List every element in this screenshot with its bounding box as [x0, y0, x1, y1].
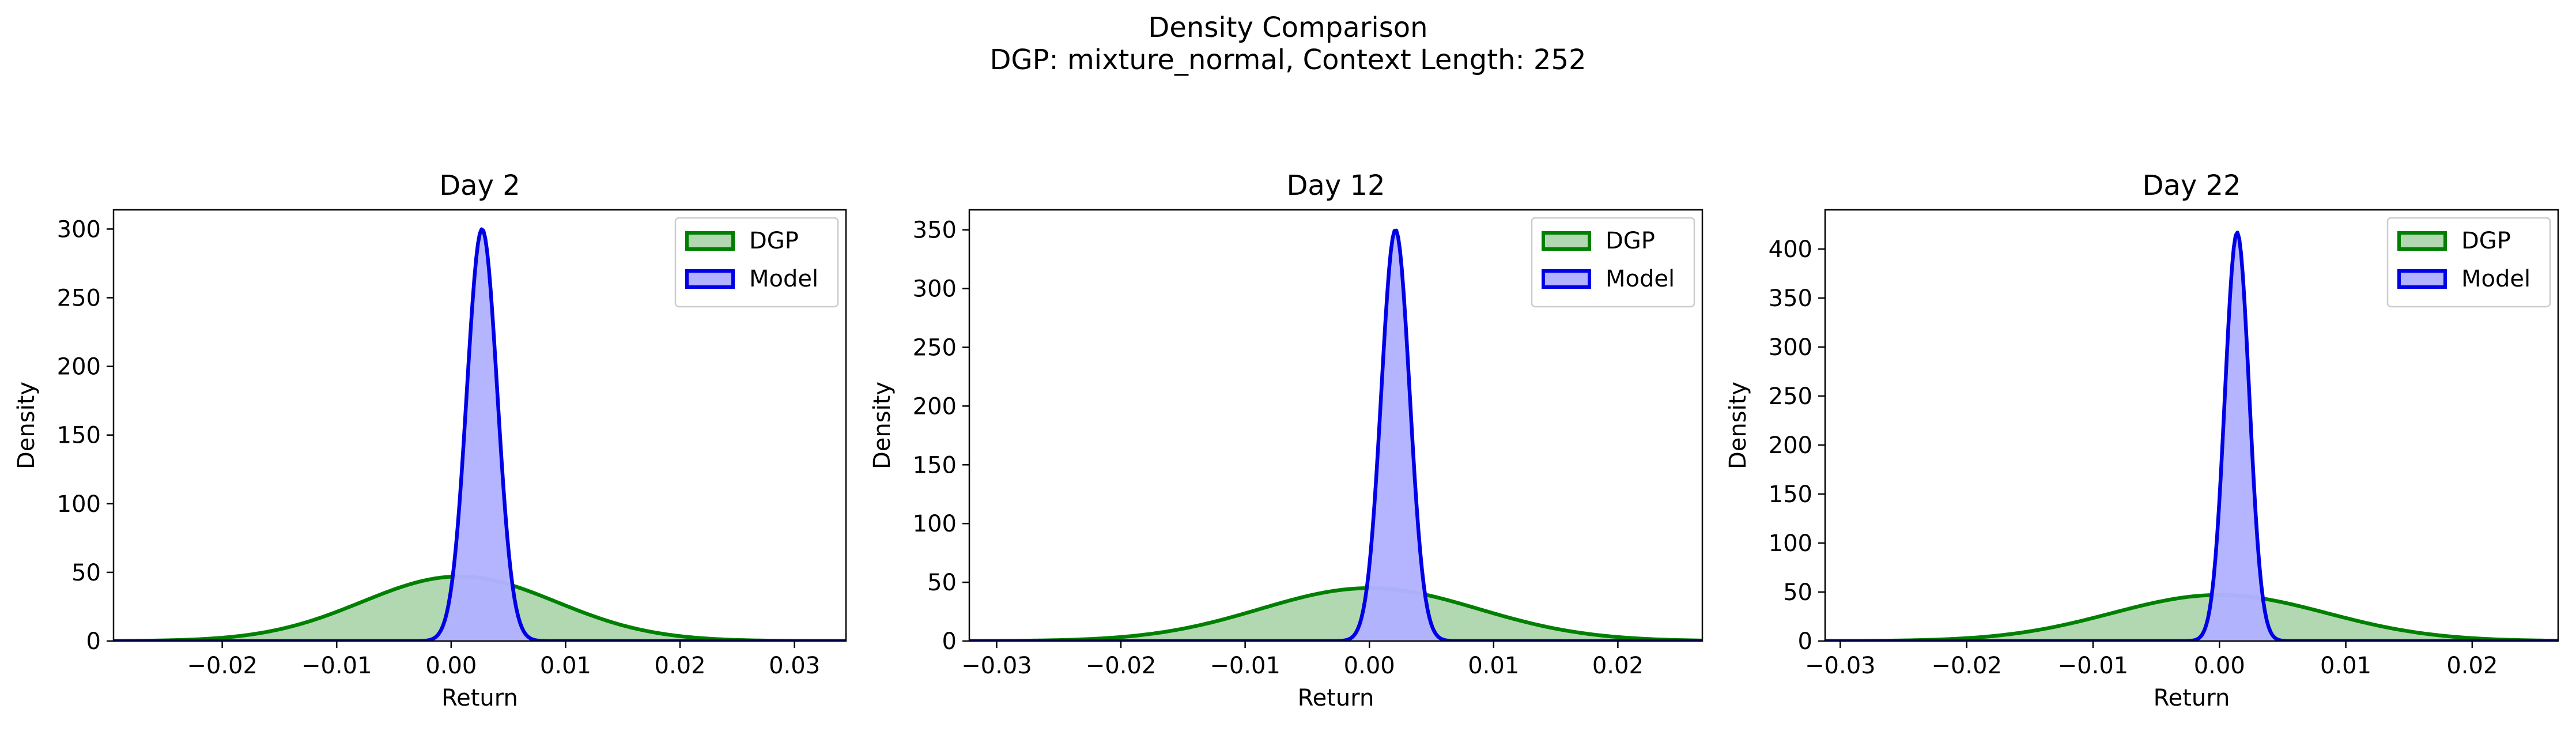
- y-tick-label: 150: [1769, 481, 1812, 508]
- y-tick-label: 300: [913, 276, 957, 303]
- subplot-2: −0.03 −0.02 −0.01 0.00 0.01 0.02 0 50 100 150 200 2…: [869, 169, 1704, 711]
- y-tick-label: 0: [86, 628, 101, 655]
- y-tick-label: 0: [942, 628, 957, 655]
- y-tick-label: 300: [1769, 334, 1812, 361]
- subplot-title: Day 2: [439, 169, 520, 202]
- axes-frame: [112, 209, 847, 642]
- x-axis-label: Return: [2154, 685, 2230, 711]
- series-dgp-area: [1825, 595, 2558, 641]
- legend-label-dgp: DGP: [1606, 228, 1655, 254]
- x-tick-label: 0.00: [425, 653, 477, 679]
- x-axis-label: Return: [441, 685, 518, 711]
- x-tick-label: −0.02: [187, 653, 258, 679]
- y-axis-label: Density: [1725, 382, 1751, 469]
- y-tick-label: 50: [71, 560, 101, 586]
- legend-swatch-model: [685, 269, 735, 289]
- x-axis-label: Return: [1298, 685, 1374, 711]
- y-axis-label: Density: [13, 382, 40, 469]
- legend-swatch-model: [2397, 269, 2447, 289]
- y-axis-label: Density: [869, 382, 896, 469]
- x-tick-label: 0.02: [655, 653, 706, 679]
- x-tick-label: −0.01: [301, 653, 372, 679]
- x-tick-label: 0.03: [769, 653, 820, 679]
- x-tick-label: 0.02: [1592, 653, 1644, 679]
- series-model-line: [114, 227, 846, 641]
- x-tick-label: −0.01: [1210, 653, 1281, 679]
- legend-swatch-dgp: [1542, 231, 1591, 251]
- subplot-title: Day 22: [2142, 169, 2241, 202]
- x-tick-label: −0.02: [1931, 653, 2002, 679]
- plot-area: [114, 227, 846, 641]
- y-tick-label: 300: [57, 216, 101, 243]
- legend-label-dgp: DGP: [2461, 228, 2511, 254]
- subplot-title: Day 12: [1286, 169, 1385, 202]
- figure-subtitle: DGP: mixture_normal, Context Length: 252: [989, 44, 1586, 76]
- y-tick-label: 250: [1769, 383, 1812, 410]
- subplot-1: −0.02 −0.01 0.00 0.01 0.02 0.03 0 50 100 150 200 25…: [13, 169, 847, 711]
- x-tick-label: 0.00: [2194, 653, 2245, 679]
- axes-frame: [968, 209, 1704, 642]
- legend: DGP Model: [674, 217, 839, 308]
- legend-label-model: Model: [1606, 266, 1675, 292]
- y-tick-label: 350: [1769, 285, 1812, 312]
- x-tick-label: 0.01: [1468, 653, 1519, 679]
- legend-swatch-model: [1542, 269, 1591, 289]
- y-tick-label: 200: [1769, 432, 1812, 459]
- y-tick-label: 150: [913, 452, 957, 478]
- y-tick-label: 200: [57, 354, 101, 380]
- y-tick-label: 150: [57, 423, 101, 449]
- legend-label-model: Model: [749, 266, 818, 292]
- series-dgp-area: [969, 588, 1702, 641]
- legend-swatch-dgp: [2397, 231, 2447, 251]
- y-tick-label: 50: [927, 570, 957, 596]
- y-tick-label: 100: [1769, 530, 1812, 557]
- legend: DGP Model: [2386, 217, 2551, 308]
- y-tick-label: 250: [57, 285, 101, 311]
- figure-title: Density Comparison: [1148, 12, 1427, 44]
- y-tick-label: 200: [913, 393, 957, 420]
- x-tick-label: 0.01: [540, 653, 591, 679]
- y-tick-label: 250: [913, 334, 957, 361]
- legend-label-dgp: DGP: [749, 228, 799, 254]
- series-dgp-line: [969, 586, 1702, 641]
- y-tick-label: 100: [57, 491, 101, 518]
- x-tick-label: −0.01: [2058, 653, 2129, 679]
- axes-frame: [1824, 209, 2559, 642]
- subplots: −0.02 −0.01 0.00 0.01 0.02 0.03 0 50 100 150 200 25…: [13, 169, 2559, 711]
- x-tick-label: 0.01: [2320, 653, 2371, 679]
- legend-swatch-dgp: [685, 231, 735, 251]
- legend: DGP Model: [1531, 217, 1695, 308]
- y-tick-label: 400: [1769, 236, 1812, 263]
- series-model-area: [114, 229, 846, 641]
- subplot-3: −0.03 −0.02 −0.01 0.00 0.01 0.02 0 50 100 150 200 2…: [1725, 169, 2559, 711]
- x-tick-label: −0.03: [1805, 653, 1876, 679]
- y-tick-label: 50: [1783, 579, 1812, 606]
- legend-label-model: Model: [2461, 266, 2530, 292]
- y-tick-label: 100: [913, 511, 957, 537]
- x-tick-label: 0.00: [1344, 653, 1395, 679]
- y-tick-label: 350: [913, 217, 957, 244]
- x-tick-label: −0.02: [1086, 653, 1157, 679]
- y-tick-label: 0: [1798, 628, 1812, 655]
- x-tick-label: 0.02: [2446, 653, 2498, 679]
- x-tick-label: −0.03: [961, 653, 1032, 679]
